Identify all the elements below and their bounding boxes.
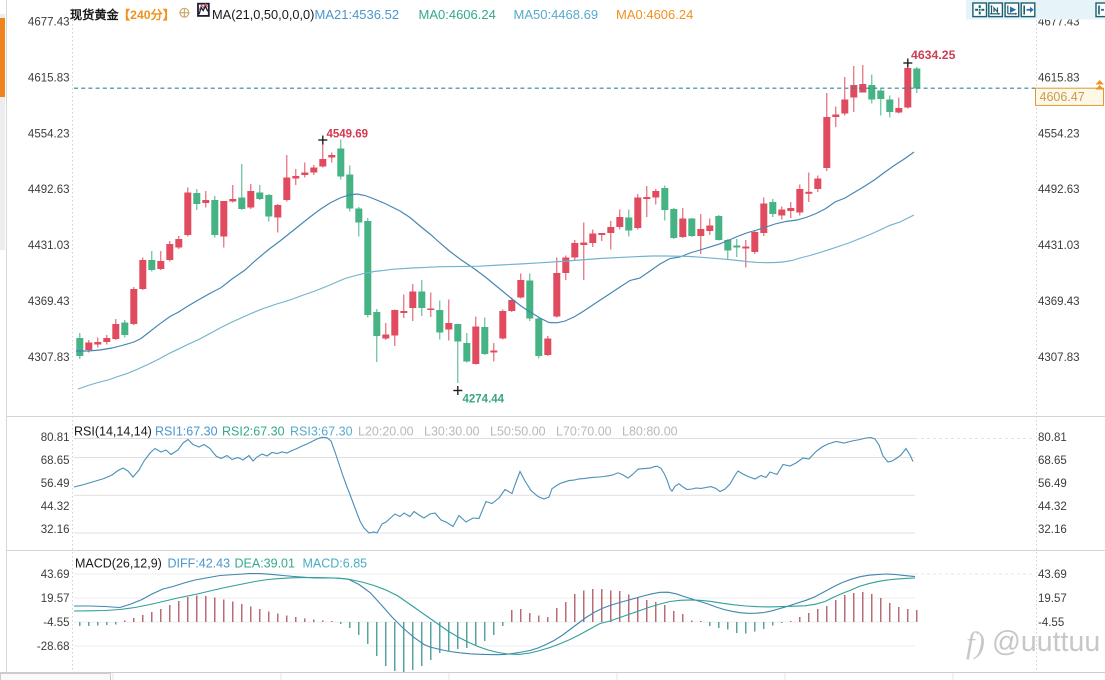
svg-text:L70:70.00: L70:70.00: [556, 425, 612, 439]
svg-text:32.16: 32.16: [41, 524, 70, 536]
svg-text:80.81: 80.81: [1038, 432, 1067, 444]
svg-text:4369.43: 4369.43: [28, 296, 70, 308]
svg-text:L20:20.00: L20:20.00: [358, 425, 414, 439]
svg-text:44.32: 44.32: [1038, 501, 1067, 513]
svg-text:-4.55: -4.55: [1038, 617, 1064, 629]
svg-text:DIFF:42.43: DIFF:42.43: [168, 557, 231, 571]
svg-text:56.49: 56.49: [41, 478, 70, 490]
svg-text:-4.55: -4.55: [43, 617, 69, 629]
svg-text:4554.23: 4554.23: [28, 128, 70, 140]
svg-text:f): f): [966, 625, 985, 660]
svg-text:MA(21,0,50,0,0,0): MA(21,0,50,0,0,0): [212, 7, 314, 22]
svg-text:RSI(14,14,14): RSI(14,14,14): [74, 425, 152, 439]
svg-text:4307.83: 4307.83: [1038, 352, 1080, 364]
svg-text:4549.69: 4549.69: [327, 129, 369, 141]
svg-text:L80:80.00: L80:80.00: [622, 425, 678, 439]
svg-text:4274.44: 4274.44: [463, 394, 505, 406]
svg-text:19.57: 19.57: [41, 593, 70, 605]
svg-text:MA0:4606.24: MA0:4606.24: [419, 7, 496, 22]
svg-text:MA50:4468.69: MA50:4468.69: [514, 7, 599, 22]
svg-text:DEA:39.01: DEA:39.01: [235, 557, 296, 571]
svg-text:44.32: 44.32: [41, 501, 70, 513]
svg-text:RSI2:67.30: RSI2:67.30: [222, 425, 285, 439]
svg-text:4554.23: 4554.23: [1038, 128, 1080, 140]
svg-text:4431.03: 4431.03: [28, 240, 70, 252]
svg-text:32.16: 32.16: [1038, 524, 1067, 536]
svg-text:68.65: 68.65: [41, 455, 70, 467]
svg-text:MACD(26,12,9): MACD(26,12,9): [75, 557, 162, 571]
svg-text:80.81: 80.81: [41, 432, 70, 444]
svg-text:L30:30.00: L30:30.00: [424, 425, 480, 439]
svg-text:4634.25: 4634.25: [911, 48, 956, 62]
svg-text:56.49: 56.49: [1038, 478, 1067, 490]
svg-text:68.65: 68.65: [1038, 455, 1067, 467]
svg-text:4369.43: 4369.43: [1038, 296, 1080, 308]
svg-text:MA21:4536.52: MA21:4536.52: [315, 7, 400, 22]
svg-text:4677.43: 4677.43: [28, 17, 70, 29]
svg-text:MA0:4606.24: MA0:4606.24: [616, 7, 693, 22]
svg-text:现货黄金: 现货黄金: [70, 7, 120, 22]
svg-text:L50:50.00: L50:50.00: [490, 425, 546, 439]
svg-text:MACD:6.85: MACD:6.85: [303, 557, 368, 571]
svg-text:4307.83: 4307.83: [28, 352, 70, 364]
svg-text:@uuttuu: @uuttuu: [992, 626, 1100, 658]
svg-text:4615.83: 4615.83: [1038, 72, 1080, 84]
svg-text:4615.83: 4615.83: [28, 72, 70, 84]
svg-text:4492.63: 4492.63: [1038, 184, 1080, 196]
svg-text:43.69: 43.69: [1038, 569, 1067, 581]
svg-text:4492.63: 4492.63: [28, 184, 70, 196]
svg-text:19.57: 19.57: [1038, 593, 1067, 605]
svg-text:【240分】: 【240分】: [118, 7, 175, 22]
svg-text:RSI3:67.30: RSI3:67.30: [290, 425, 353, 439]
svg-text:4431.03: 4431.03: [1038, 240, 1080, 252]
svg-text:-28.68: -28.68: [37, 641, 70, 653]
svg-text:4606.47: 4606.47: [1040, 90, 1085, 104]
svg-text:RSI1:67.30: RSI1:67.30: [155, 425, 218, 439]
svg-text:43.69: 43.69: [41, 569, 70, 581]
